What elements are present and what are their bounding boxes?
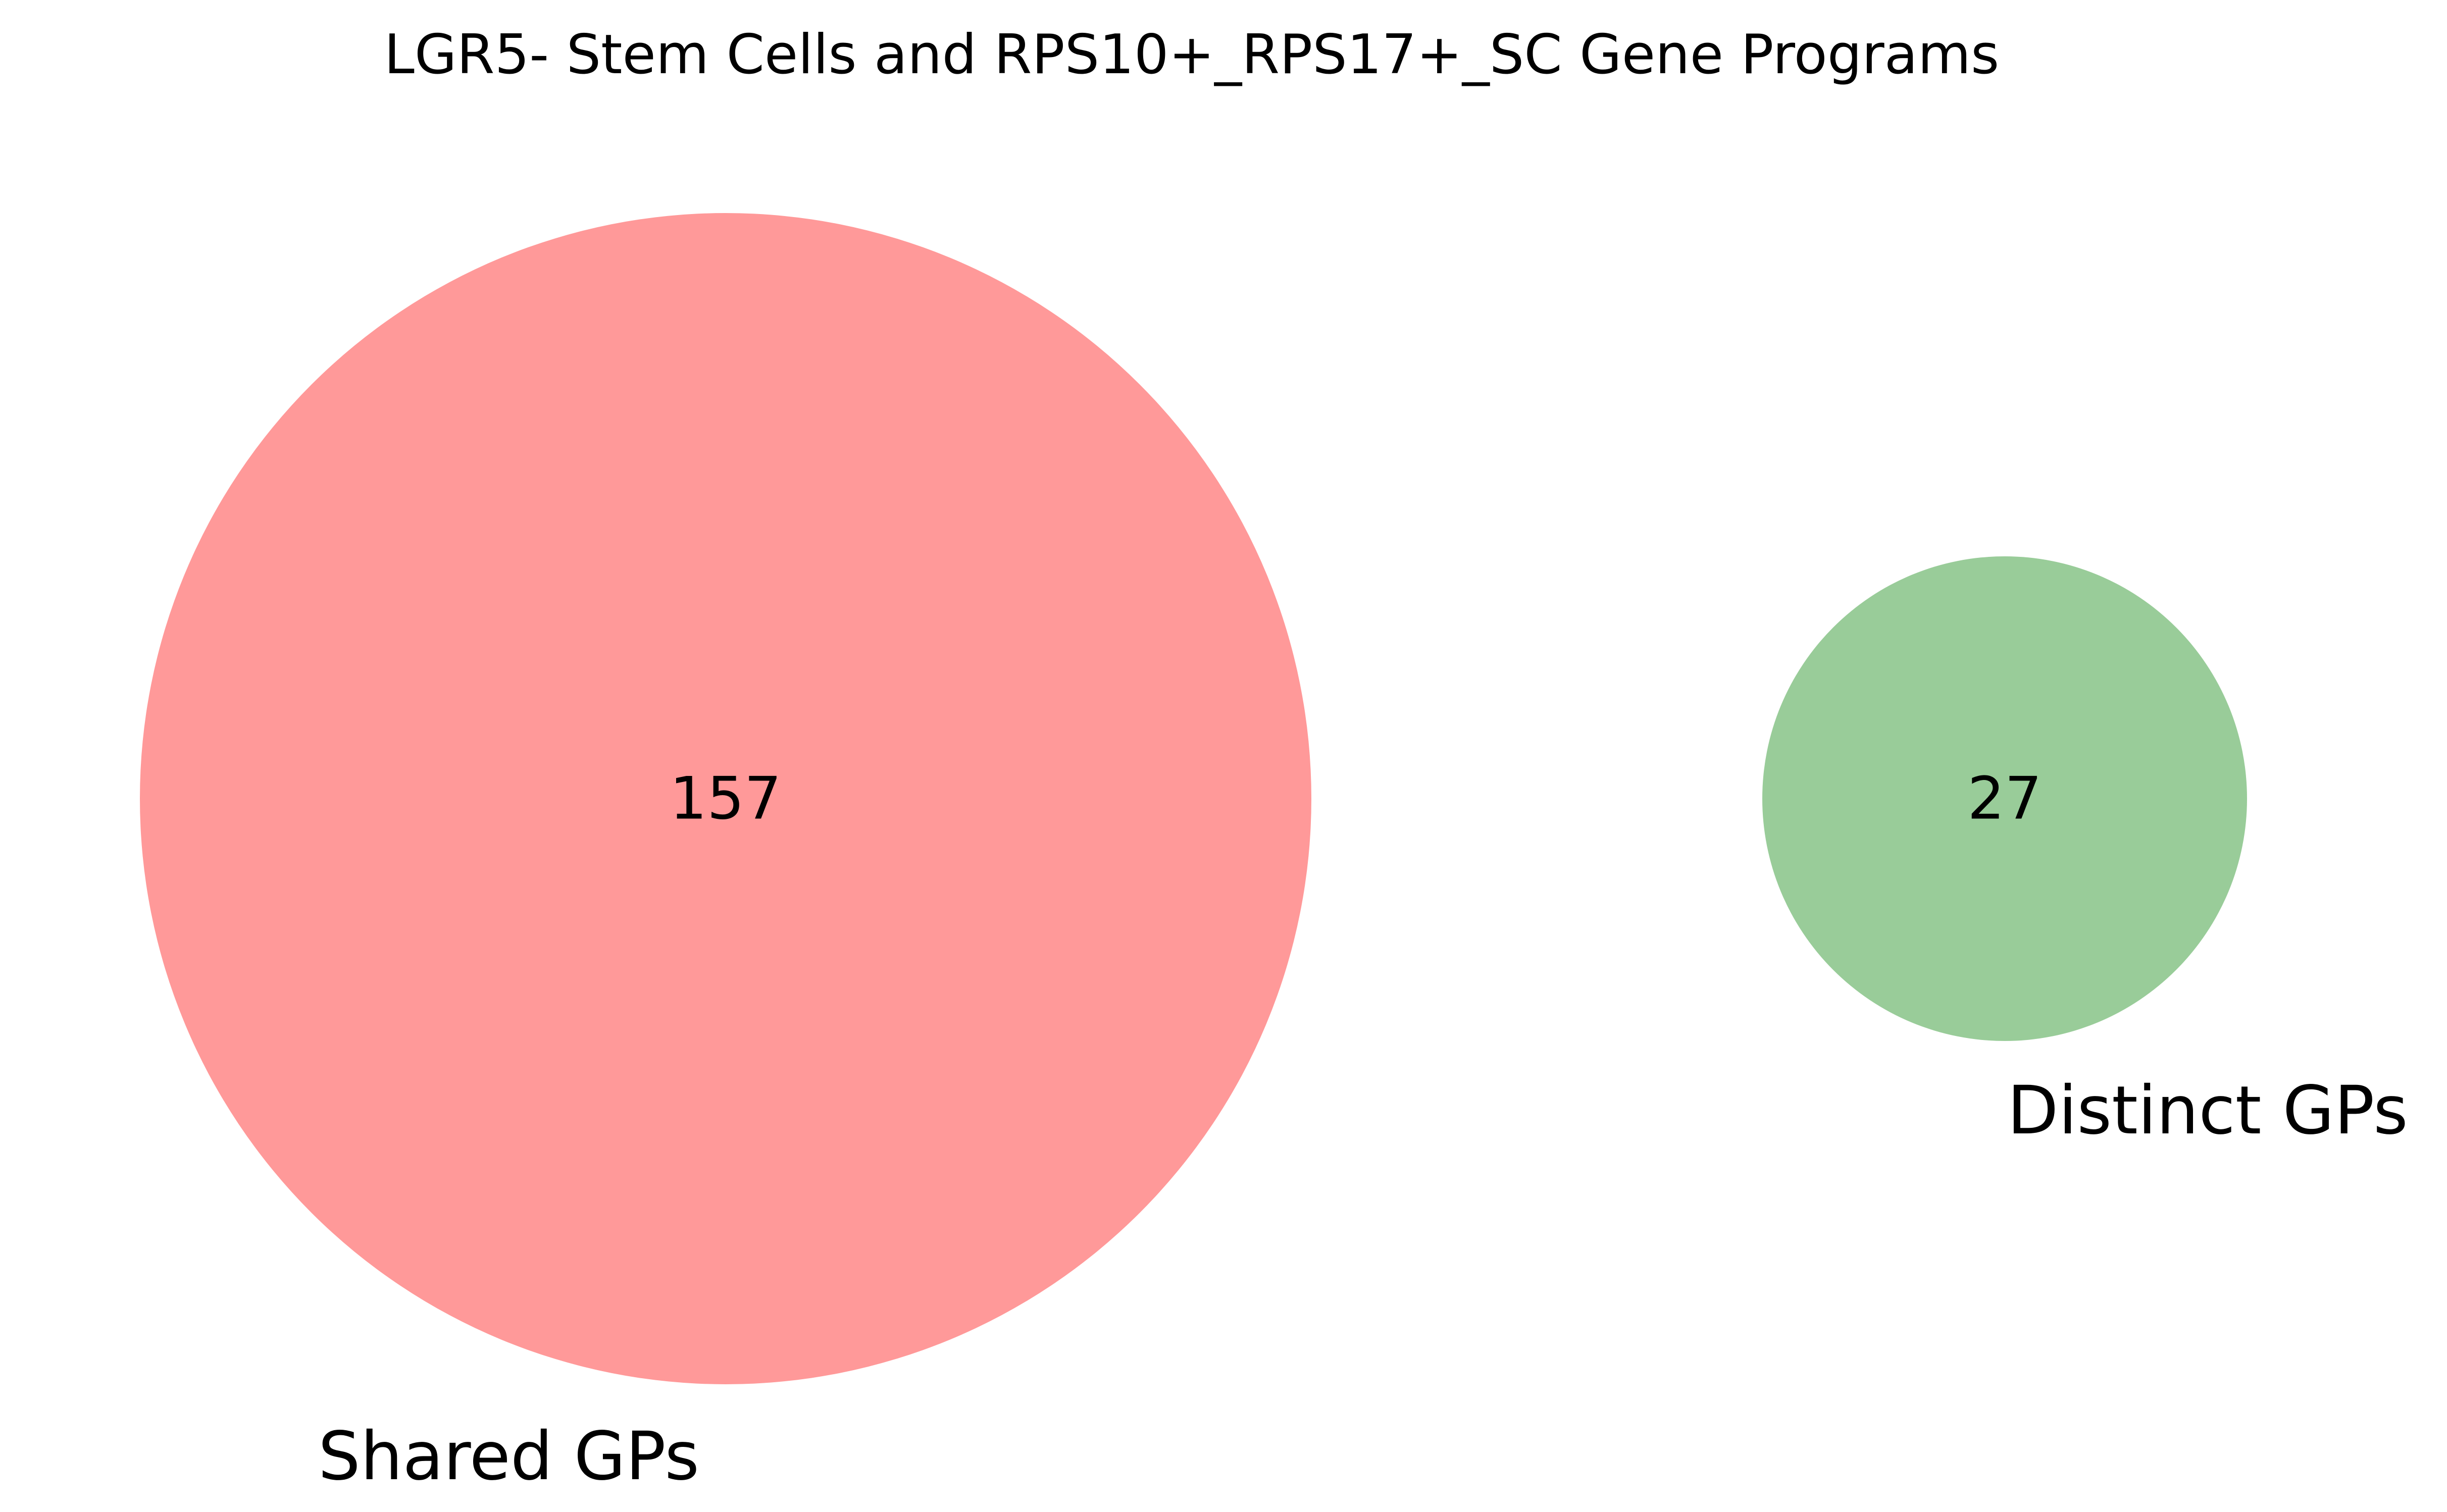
distinct-gps-circle [1762,556,2247,1041]
distinct-gps-label: Distinct GPs [2007,1072,2408,1150]
chart-title: LGR5- Stem Cells and RPS10+_RPS17+_SC Ge… [384,23,2000,86]
shared-gps-label: Shared GPs [318,1418,699,1495]
shared-gps-circle [140,213,1311,1384]
distinct-gps-count: 27 [1967,765,2042,833]
shared-gps-count: 157 [670,765,781,833]
